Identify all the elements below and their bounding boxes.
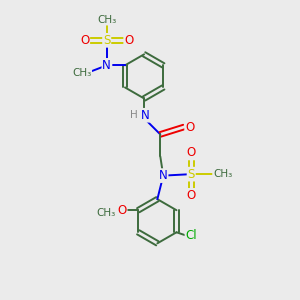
- Text: O: O: [187, 189, 196, 202]
- Text: S: S: [188, 168, 195, 181]
- Text: N: N: [141, 109, 150, 122]
- Text: O: O: [80, 34, 89, 47]
- Text: Cl: Cl: [185, 229, 197, 242]
- Text: O: O: [117, 204, 127, 217]
- Text: S: S: [103, 34, 110, 47]
- Text: H: H: [130, 110, 138, 120]
- Text: N: N: [102, 59, 111, 72]
- Text: N: N: [159, 169, 168, 182]
- Text: CH₃: CH₃: [72, 68, 91, 78]
- Text: CH₃: CH₃: [96, 208, 116, 218]
- Text: O: O: [185, 121, 194, 134]
- Text: CH₃: CH₃: [213, 169, 233, 179]
- Text: O: O: [124, 34, 134, 47]
- Text: O: O: [187, 146, 196, 159]
- Text: CH₃: CH₃: [97, 15, 116, 25]
